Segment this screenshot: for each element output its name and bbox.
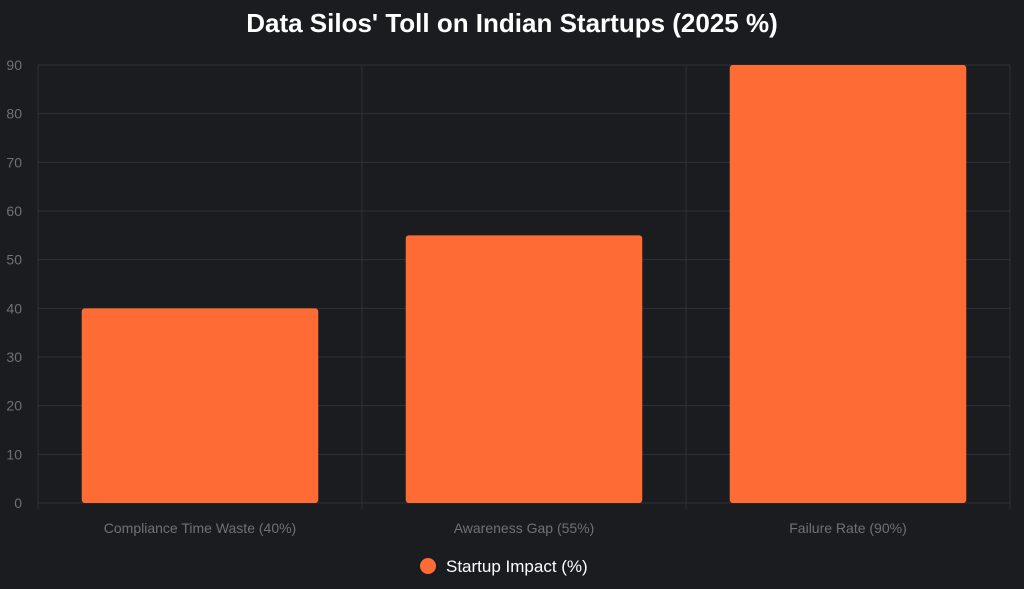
y-tick-label: 40 — [6, 300, 22, 316]
bar[interactable] — [729, 65, 967, 503]
bar[interactable] — [81, 308, 319, 503]
y-tick-label: 10 — [6, 446, 22, 462]
y-tick-label: 70 — [6, 154, 22, 170]
x-tick-label: Awareness Gap (55%) — [454, 520, 595, 536]
legend-swatch[interactable] — [420, 558, 436, 574]
y-axis-ticks: 0 10 20 30 40 50 60 70 80 90 — [6, 57, 22, 511]
chart-title: Data Silos' Toll on Indian Startups (202… — [246, 8, 778, 38]
y-tick-label: 60 — [6, 203, 22, 219]
y-tick-label: 20 — [6, 398, 22, 414]
y-tick-label: 0 — [14, 495, 22, 511]
x-tick-label: Compliance Time Waste (40%) — [104, 520, 296, 536]
y-tick-label: 50 — [6, 252, 22, 268]
legend[interactable]: Startup Impact (%) — [420, 557, 588, 576]
legend-label[interactable]: Startup Impact (%) — [446, 557, 588, 576]
y-tick-label: 30 — [6, 349, 22, 365]
y-tick-label: 90 — [6, 57, 22, 73]
bars — [81, 65, 967, 504]
y-tick-label: 80 — [6, 106, 22, 122]
x-tick-label: Failure Rate (90%) — [789, 520, 907, 536]
x-axis-ticks: Compliance Time Waste (40%) Awareness Gap… — [104, 520, 907, 536]
bar[interactable] — [405, 235, 643, 504]
